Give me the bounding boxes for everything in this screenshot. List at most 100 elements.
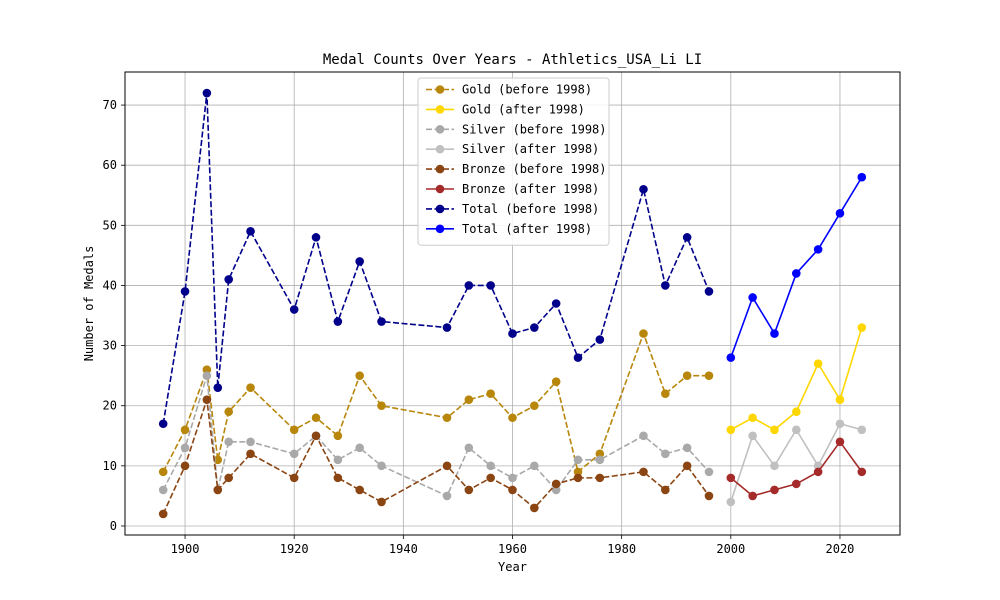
- data-point: [835, 209, 845, 218]
- x-axis-label: Year: [498, 560, 527, 574]
- data-point: [792, 425, 801, 435]
- legend-label: Gold (before 1998): [462, 83, 592, 97]
- data-point: [355, 443, 364, 453]
- legend-marker: [435, 224, 445, 234]
- data-point: [486, 461, 495, 471]
- data-point: [792, 269, 801, 278]
- legend-item: Bronze (before 1998): [426, 162, 607, 176]
- data-point: [311, 431, 321, 441]
- data-point: [661, 485, 670, 495]
- data-point: [573, 353, 583, 362]
- y-tick-label: 60: [103, 158, 117, 172]
- data-point: [551, 485, 561, 495]
- data-point: [246, 383, 255, 392]
- data-point: [704, 467, 714, 477]
- data-point: [464, 485, 474, 495]
- data-point: [770, 329, 779, 338]
- data-point: [289, 449, 299, 459]
- data-point: [180, 461, 190, 471]
- series-3: [726, 419, 867, 507]
- data-point: [835, 419, 845, 429]
- data-point: [333, 317, 343, 326]
- data-point: [595, 473, 605, 483]
- data-point: [835, 437, 845, 447]
- data-point: [486, 389, 495, 398]
- data-point: [158, 467, 168, 477]
- data-point: [224, 473, 233, 483]
- axis-ticks: 1900 1920 1940 1960 1980 2000 2020 0 10 20 30 40 50 6…: [103, 98, 855, 556]
- x-tick-label: 1920: [280, 542, 309, 556]
- legend: Gold (before 1998) Gold (after 1998) Silve…: [417, 77, 610, 246]
- legend-marker: [435, 85, 445, 94]
- legend-item: Silver (after 1998): [426, 142, 599, 156]
- legend-marker: [435, 204, 445, 214]
- data-point: [442, 323, 452, 332]
- data-point: [246, 449, 255, 459]
- data-point: [355, 485, 364, 495]
- data-point: [748, 413, 757, 423]
- x-tick-label: 1900: [171, 542, 200, 556]
- x-tick-label: 1960: [498, 542, 527, 556]
- legend-item: Gold (after 1998): [426, 102, 585, 116]
- data-point: [508, 473, 517, 483]
- data-point: [333, 473, 343, 483]
- data-point: [857, 467, 867, 477]
- data-point: [661, 389, 670, 398]
- data-point: [748, 491, 757, 501]
- data-point: [202, 365, 212, 374]
- data-point: [530, 461, 539, 471]
- data-point: [377, 461, 386, 471]
- x-tick-label: 1980: [607, 542, 636, 556]
- data-point: [857, 172, 867, 182]
- data-point: [202, 395, 212, 405]
- data-point: [573, 455, 583, 465]
- legend-label: Total (after 1998): [462, 222, 592, 236]
- y-tick-label: 20: [103, 399, 117, 413]
- data-point: [442, 413, 452, 423]
- data-point: [486, 281, 495, 290]
- data-point: [180, 287, 190, 296]
- data-point: [464, 443, 474, 453]
- data-point: [726, 497, 736, 507]
- data-point: [704, 371, 714, 380]
- data-point: [704, 287, 714, 296]
- data-point: [639, 431, 648, 441]
- legend-item: Total (before 1998): [426, 202, 599, 216]
- data-point: [158, 509, 168, 519]
- data-point: [639, 184, 648, 194]
- data-point: [726, 425, 736, 435]
- data-point: [486, 473, 495, 483]
- data-point: [726, 473, 736, 483]
- data-point: [551, 479, 561, 489]
- data-point: [224, 275, 233, 284]
- data-point: [530, 323, 539, 332]
- data-point: [289, 305, 299, 314]
- data-point: [595, 335, 605, 344]
- data-point: [246, 437, 255, 447]
- data-point: [224, 407, 233, 417]
- data-point: [530, 503, 539, 513]
- data-point: [682, 443, 692, 453]
- legend-label: Silver (before 1998): [462, 122, 607, 136]
- data-point: [682, 233, 692, 242]
- legend-item: Total (after 1998): [426, 222, 592, 236]
- data-point: [682, 461, 692, 471]
- y-tick-label: 50: [103, 218, 117, 232]
- data-point: [792, 479, 801, 489]
- data-point: [311, 413, 321, 423]
- data-point: [158, 419, 168, 429]
- data-point: [770, 485, 779, 495]
- data-point: [595, 449, 605, 459]
- x-tick-label: 2000: [716, 542, 745, 556]
- series-0: [158, 329, 714, 477]
- data-point: [377, 497, 386, 507]
- data-point: [333, 455, 343, 465]
- y-tick-label: 70: [103, 98, 117, 112]
- series-7: [726, 172, 867, 362]
- data-point: [213, 485, 223, 495]
- data-point: [661, 449, 670, 459]
- data-point: [595, 455, 605, 465]
- series-6: [158, 88, 714, 429]
